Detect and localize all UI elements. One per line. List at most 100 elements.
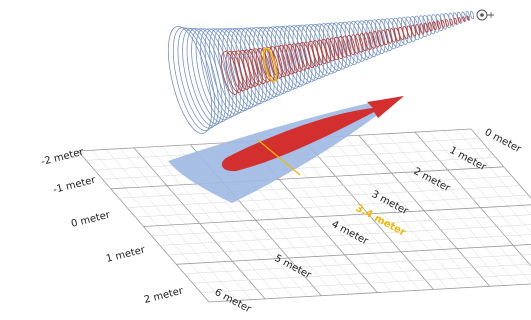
outer-coil-ring xyxy=(275,25,302,89)
outer-coil-ring xyxy=(383,18,397,50)
inner-coil-ring xyxy=(363,32,372,51)
inner-coil-ring xyxy=(372,30,380,48)
inner-coil-ring xyxy=(406,25,413,38)
inner-coil-ring xyxy=(445,19,449,27)
outer-coil-ring xyxy=(470,10,474,20)
outer-coil-ring xyxy=(167,26,213,134)
highlight-distance-marker xyxy=(257,139,301,176)
grid-line-major xyxy=(110,166,504,190)
left-axis-label: -1 meter xyxy=(52,175,97,196)
outer-coil-ring xyxy=(465,11,471,21)
grid-line-major xyxy=(143,204,531,227)
inner-coil-ring xyxy=(432,21,437,31)
inner-coil-ring xyxy=(415,24,421,36)
grid-line-major xyxy=(470,128,531,199)
inner-coil-ring xyxy=(333,36,344,59)
inner-coil-ring xyxy=(312,40,324,66)
inner-coil-ring xyxy=(453,17,458,25)
outer-coil-ring xyxy=(240,27,271,103)
inner-coil-ring xyxy=(247,48,263,86)
inner-coil-ring xyxy=(243,49,259,87)
inner-coil-ring xyxy=(303,41,315,68)
outer-coil-ring xyxy=(177,27,219,129)
outer-coil-ring xyxy=(461,11,467,23)
inner-coil-ring xyxy=(277,45,291,76)
inner-coil-ring xyxy=(256,47,271,83)
outer-coil-ring xyxy=(200,28,238,119)
outer-coil-ring xyxy=(418,15,428,38)
outer-coil-ring xyxy=(204,28,241,117)
beam-ground-projection xyxy=(168,96,404,203)
grid-line-minor xyxy=(184,254,531,274)
inner-coil-ring xyxy=(282,44,295,75)
outer-coil-ring xyxy=(422,15,432,36)
outer-coil-ring xyxy=(457,11,463,24)
inner-coil-ring xyxy=(238,49,255,89)
grid-line-minor xyxy=(200,273,531,293)
inner-coil-ring xyxy=(220,51,240,95)
grid-line-minor xyxy=(168,234,531,256)
outer-coil-ring xyxy=(195,28,234,121)
outer-coil-ring xyxy=(327,22,347,70)
left-axis-label: 0 meter xyxy=(70,209,112,229)
outer-coil-ring xyxy=(357,20,374,59)
outer-coil-ring xyxy=(379,18,393,51)
inner-beam-footprint xyxy=(221,96,404,172)
inner-coil-ring xyxy=(368,31,376,49)
left-axis-label: 1 meter xyxy=(105,244,147,264)
outer-coil-ring xyxy=(366,19,382,56)
grid-line-minor xyxy=(118,175,512,199)
outer-coil-ring xyxy=(172,27,216,131)
inner-coil-ring xyxy=(234,50,251,90)
outer-coil-ring xyxy=(414,15,424,39)
inner-coil-ring xyxy=(325,38,336,62)
outer-coil-ring xyxy=(336,22,355,67)
inner-coil-ring xyxy=(462,16,466,22)
inner-coil-ring xyxy=(359,32,368,52)
outer-coil-ring xyxy=(266,26,294,93)
inner-coil-ring xyxy=(449,18,453,26)
grid-line-minor xyxy=(159,224,531,246)
inner-coil-ring xyxy=(419,23,425,34)
grid-line-minor xyxy=(102,157,496,180)
left-axis-label: -2 meter xyxy=(40,147,85,168)
antenna-icon xyxy=(476,9,494,21)
inner-coil-ring xyxy=(286,43,299,74)
right-axis-label: 4 meter xyxy=(330,219,371,248)
outer-coil-ring xyxy=(431,14,440,33)
inner-coil-ring xyxy=(466,15,470,21)
outer-coil-ring xyxy=(375,18,390,53)
beam-coils xyxy=(167,10,474,134)
grid-line-minor xyxy=(127,185,521,208)
inner-coil-ring xyxy=(316,39,328,65)
inner-coil-ring xyxy=(458,17,461,23)
inner-coil-ring xyxy=(308,40,319,67)
inner-coil-ring xyxy=(428,22,433,32)
inner-coil-ring xyxy=(329,37,340,61)
inner-coil-ring xyxy=(269,46,283,79)
inner-coil-ring xyxy=(355,33,364,53)
grid-line-minor xyxy=(151,214,531,237)
left-axis-labels: -2 meter -1 meter 0 meter 1 meter 2 mete… xyxy=(40,147,185,306)
outer-coil-ring xyxy=(191,28,230,123)
inner-coil-ring xyxy=(411,24,417,37)
left-axis-label: 2 meter xyxy=(143,285,185,305)
outer-coil-ring xyxy=(226,28,260,108)
grid-line-major xyxy=(208,283,531,303)
outer-coil-ring xyxy=(235,27,267,105)
outer-coil-ring xyxy=(283,25,309,86)
inner-coil-ring xyxy=(376,30,384,47)
inner-coil-ring xyxy=(320,38,332,63)
grid-line-minor xyxy=(192,263,531,284)
highlight-coil-ring xyxy=(262,47,278,83)
outer-coil-ring xyxy=(370,19,386,55)
outer-coil-ring xyxy=(331,22,351,68)
outer-coil-ring xyxy=(279,25,305,88)
outer-coil-ring xyxy=(213,28,249,113)
outer-coil-ring xyxy=(362,20,378,58)
grid-line-major xyxy=(176,244,531,265)
inner-coil-ring xyxy=(338,36,348,58)
inner-coil-ring xyxy=(436,20,441,29)
inner-coil-ring xyxy=(351,34,360,54)
